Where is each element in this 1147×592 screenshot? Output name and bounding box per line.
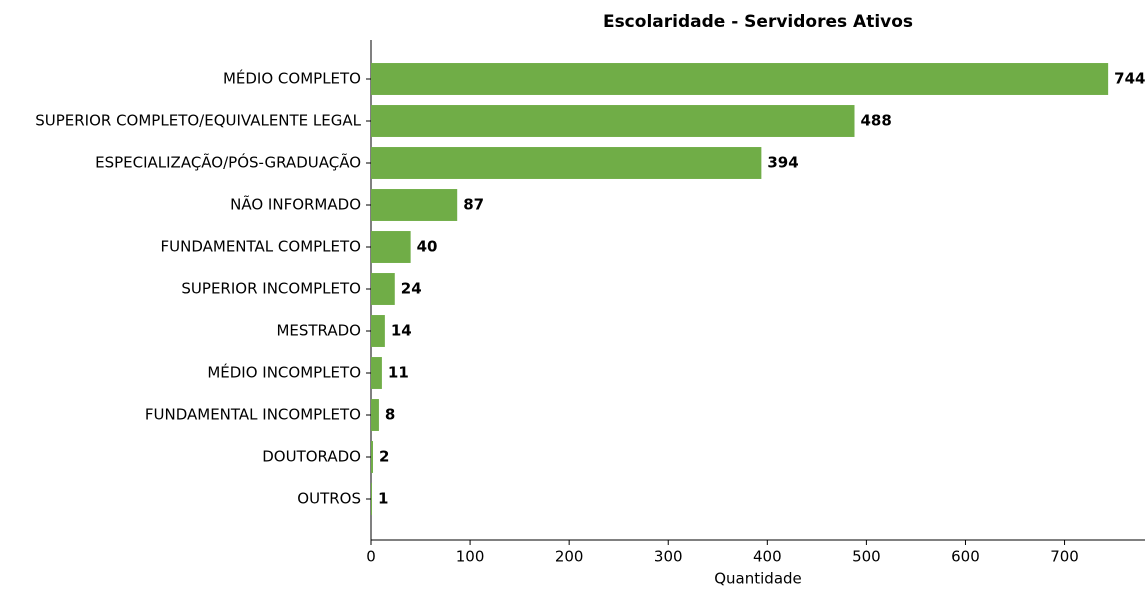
data-label: 40 [417,238,438,256]
bar [371,399,379,431]
bar [371,189,458,221]
data-label: 1 [378,490,388,508]
y-tick-label: MESTRADO [276,322,361,340]
bar [371,63,1109,95]
y-tick-label: SUPERIOR INCOMPLETO [181,280,361,298]
y-tick-label: MÉDIO COMPLETO [223,69,361,88]
x-tick-label: 200 [555,548,584,566]
x-tick-label: 600 [951,548,980,566]
y-tick-label: SUPERIOR COMPLETO/EQUIVALENTE LEGAL [35,112,361,130]
bar [371,147,762,179]
y-tick-label: DOUTORADO [262,448,361,466]
y-tick-label: FUNDAMENTAL INCOMPLETO [145,406,361,424]
y-tick-label: MÉDIO INCOMPLETO [207,363,361,382]
x-axis-label: Quantidade [714,570,802,588]
y-tick-label: OUTROS [297,490,361,508]
x-tick-label: 300 [654,548,683,566]
data-label: 394 [767,154,798,172]
x-tick-label: 400 [753,548,782,566]
bar [371,315,385,347]
y-tick-label: FUNDAMENTAL COMPLETO [161,238,361,256]
x-tick-label: 100 [456,548,485,566]
data-label: 24 [401,280,422,298]
y-tick-label: NÃO INFORMADO [230,195,361,214]
bar [371,357,382,389]
data-label: 11 [388,364,409,382]
data-label: 14 [391,322,412,340]
data-label: 744 [1114,70,1145,88]
data-label: 488 [861,112,892,130]
data-label: 2 [379,448,389,466]
x-tick-label: 700 [1050,548,1079,566]
x-tick-label: 0 [366,548,376,566]
bar [371,105,855,137]
chart-title: Escolaridade - Servidores Ativos [603,12,913,32]
y-tick-label: ESPECIALIZAÇÃO/PÓS-GRADUAÇÃO [95,153,361,172]
bar [371,273,395,305]
x-tick-label: 500 [852,548,881,566]
bar [371,483,372,515]
data-label: 87 [463,196,484,214]
data-label: 8 [385,406,395,424]
bar [371,231,411,263]
bar [371,441,373,473]
